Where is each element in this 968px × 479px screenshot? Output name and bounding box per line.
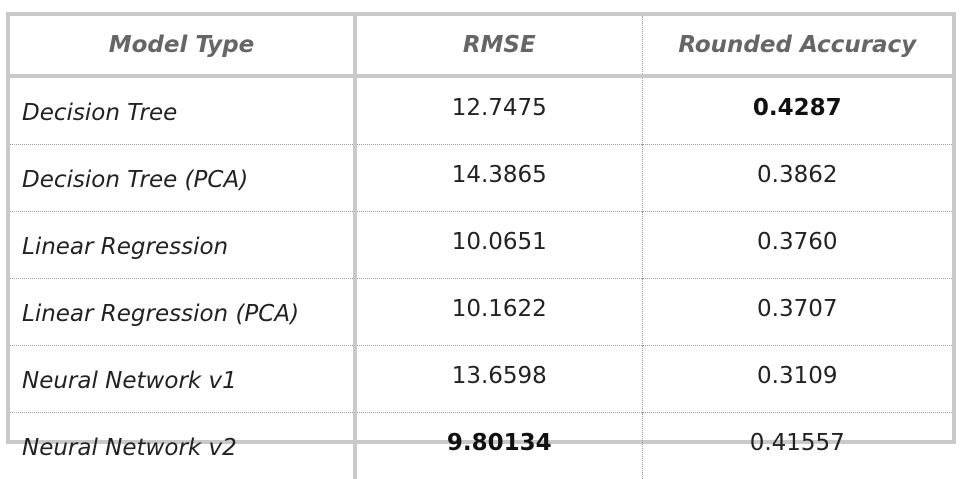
- accuracy-cell: 0.41557: [642, 413, 952, 479]
- model-cell: Neural Network v2: [10, 413, 355, 479]
- model-cell: Linear Regression (PCA): [10, 279, 355, 346]
- table-row: Neural Network v1 13.6598 0.3109: [10, 346, 952, 413]
- model-cell: Decision Tree (PCA): [10, 145, 355, 212]
- rmse-cell: 13.6598: [355, 346, 642, 413]
- table-row: Linear Regression 10.0651 0.3760: [10, 212, 952, 279]
- accuracy-cell: 0.3109: [642, 346, 952, 413]
- accuracy-cell: 0.3760: [642, 212, 952, 279]
- rmse-cell: 14.3865: [355, 145, 642, 212]
- model-cell: Decision Tree: [10, 76, 355, 145]
- table-row: Neural Network v2 9.80134 0.41557: [10, 413, 952, 479]
- model-cell: Neural Network v1: [10, 346, 355, 413]
- model-cell: Linear Regression: [10, 212, 355, 279]
- header-rmse: RMSE: [355, 16, 642, 76]
- results-table: Model Type RMSE Rounded Accuracy Decisio…: [10, 16, 952, 479]
- header-row: Model Type RMSE Rounded Accuracy: [10, 16, 952, 76]
- rmse-cell: 12.7475: [355, 76, 642, 145]
- accuracy-cell: 0.3707: [642, 279, 952, 346]
- table-row: Decision Tree (PCA) 14.3865 0.3862: [10, 145, 952, 212]
- header-model-type: Model Type: [10, 16, 355, 76]
- rmse-cell: 10.0651: [355, 212, 642, 279]
- header-rounded-accuracy: Rounded Accuracy: [642, 16, 952, 76]
- rmse-cell: 9.80134: [355, 413, 642, 479]
- table-row: Decision Tree 12.7475 0.4287: [10, 76, 952, 145]
- accuracy-cell: 0.3862: [642, 145, 952, 212]
- results-table-frame: Model Type RMSE Rounded Accuracy Decisio…: [6, 12, 956, 444]
- table-row: Linear Regression (PCA) 10.1622 0.3707: [10, 279, 952, 346]
- rmse-cell: 10.1622: [355, 279, 642, 346]
- accuracy-cell: 0.4287: [642, 76, 952, 145]
